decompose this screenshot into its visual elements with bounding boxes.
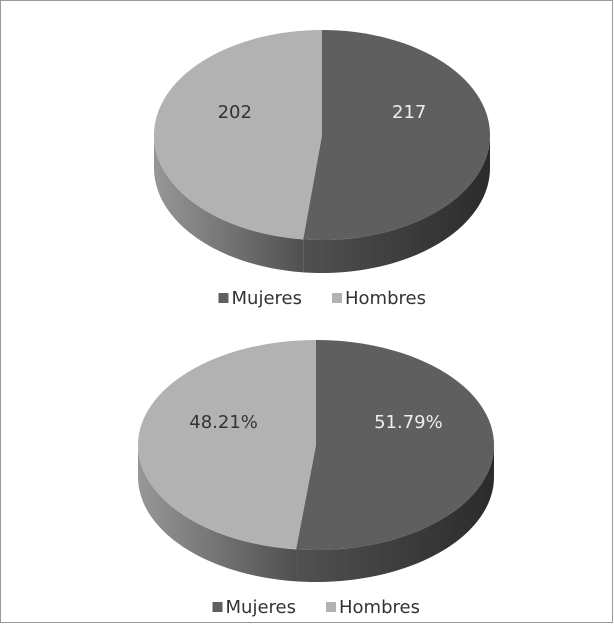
slice-side [138, 445, 297, 582]
legend-swatch [326, 602, 336, 612]
legend-label: Mujeres [226, 597, 296, 618]
legend-swatch [212, 602, 223, 612]
slice-side [154, 135, 304, 273]
data-label: 202 [218, 102, 252, 123]
legend-label: Hombres [339, 597, 420, 618]
slice [153, 30, 322, 240]
legend-label: Mujeres [232, 288, 302, 309]
data-label: 48.21% [189, 412, 258, 433]
legend-swatch [218, 293, 229, 303]
data-label: 217 [392, 102, 426, 123]
slice-side [296, 445, 494, 582]
data-label: 51.79% [374, 412, 443, 433]
legend-swatch [332, 293, 342, 303]
slice [303, 30, 490, 240]
legend-label: Hombres [345, 288, 426, 309]
slice-side [303, 135, 490, 273]
slice [138, 340, 316, 550]
slice [296, 340, 495, 550]
